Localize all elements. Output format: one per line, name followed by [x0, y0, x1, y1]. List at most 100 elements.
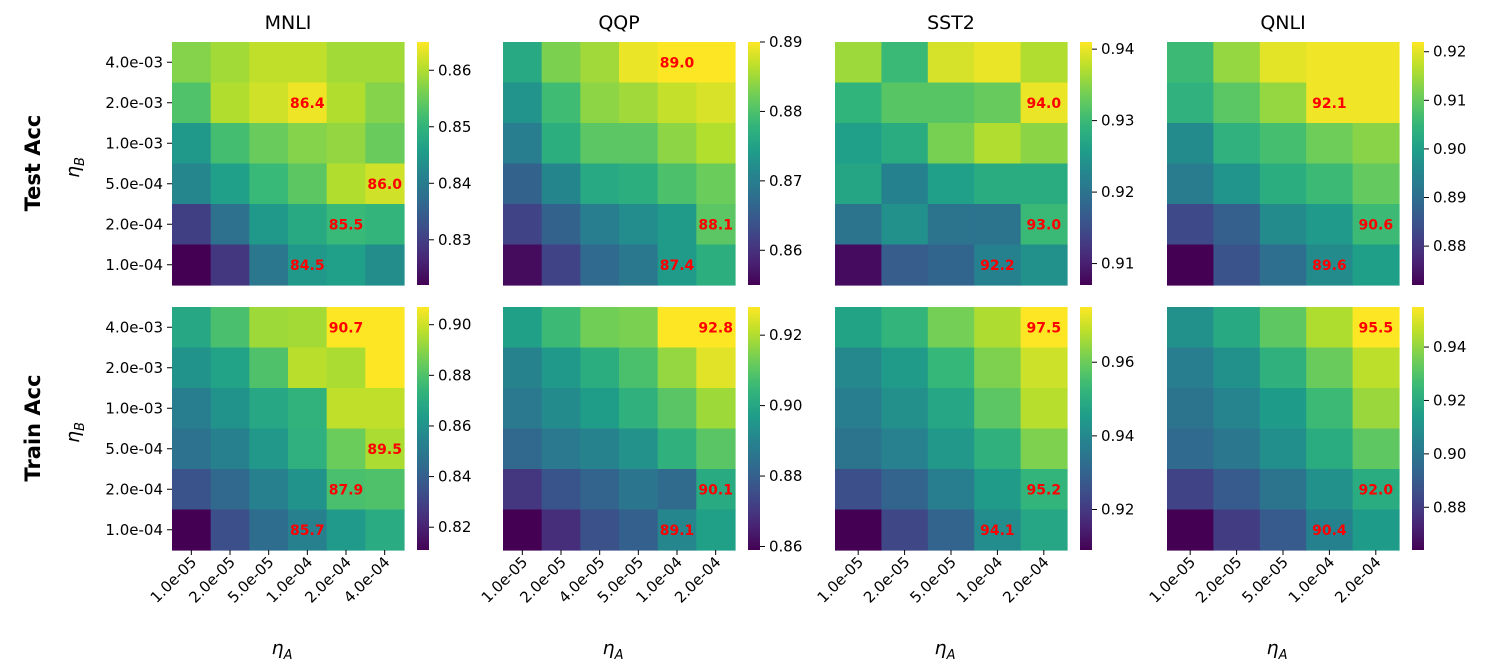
colorbar-tick-label: 0.86: [769, 537, 802, 555]
heatmap-cell: [657, 163, 697, 205]
cell-annotation: 90.6: [1359, 217, 1394, 233]
heatmap-cell: [288, 82, 328, 124]
heatmap-cell: [881, 244, 929, 286]
x-tick-label: 5.0e-05: [906, 553, 959, 606]
heatmap-panel: 92.890.189.11.0e-052.0e-054.0e-055.0e-05…: [478, 307, 802, 663]
heatmap-cell: [1020, 307, 1068, 349]
colorbar-tick-label: 0.92: [1433, 43, 1466, 61]
heatmap-cell: [835, 42, 882, 84]
heatmap-cell: [1259, 428, 1307, 470]
heatmap-cell: [974, 82, 1022, 124]
colorbar-tick-label: 0.86: [769, 241, 802, 259]
heatmap-cell: [249, 244, 289, 286]
colorbar-tick-label: 0.93: [1101, 112, 1134, 130]
y-tick-label: 5.0e-04: [105, 175, 163, 193]
heatmap-cell: [619, 428, 659, 470]
heatmap-cell: [172, 244, 212, 286]
heatmap-cell: [365, 307, 405, 349]
heatmap-cell: [1259, 347, 1307, 389]
heatmap-cell: [288, 388, 328, 430]
heatmap-cell: [927, 388, 975, 430]
heatmap-cell: [657, 42, 697, 84]
heatmap-cell: [580, 388, 620, 430]
colorbar: [417, 42, 429, 285]
heatmap-cell: [1306, 509, 1354, 551]
heatmap-cell: [1213, 204, 1261, 246]
heatmap-cell: [1167, 123, 1214, 165]
heatmap-cell: [172, 204, 212, 246]
x-tick-label: 1.0e-05: [1146, 553, 1199, 606]
heatmap-cell: [541, 163, 581, 205]
heatmap-cell: [503, 123, 543, 165]
heatmap-cell: [365, 244, 405, 286]
heatmap-cell: [503, 469, 543, 511]
heatmap-panel: 95.5 92.0 90.4 1.0e-052.0e-055.0e-051.0e-04…: [1146, 307, 1466, 663]
heatmap-cell: [696, 123, 736, 165]
heatmap-cell: [696, 469, 736, 511]
heatmap-cell: [249, 428, 289, 470]
heatmap-cell: [1352, 509, 1400, 551]
heatmap-cell: [1020, 123, 1068, 165]
heatmap-cell: [172, 307, 212, 349]
heatmap-cell: [927, 82, 975, 124]
heatmap-cell: [657, 204, 697, 246]
heatmap-cell: [365, 428, 405, 470]
colorbar-tick-label: 0.92: [769, 326, 802, 344]
cell-annotation: 89.5: [367, 442, 402, 458]
heatmap-cell: [619, 204, 659, 246]
y-tick-label: 5.0e-04: [105, 440, 163, 458]
cell-annotation: 92.2: [980, 258, 1015, 274]
heatmap-panel: 89.0 88.1 87.4 QQP 0.89 0.88 0.87 0.86: [503, 12, 802, 286]
cell-annotation: 95.2: [1027, 482, 1062, 498]
cell-annotation: 86.4: [290, 96, 325, 112]
heatmap-cell: [326, 244, 366, 286]
x-tick-label: 5.0e-05: [1238, 553, 1291, 606]
heatmap-cell: [365, 82, 405, 124]
x-tick-label: 2.0e-05: [1192, 553, 1245, 606]
heatmap-cell: [326, 163, 366, 205]
heatmap-cell: [619, 509, 659, 551]
heatmap-cell: [1352, 42, 1400, 84]
heatmap-cell: [619, 244, 659, 286]
heatmap-cell: [1167, 244, 1214, 286]
heatmap-cell: [1213, 163, 1261, 205]
heatmap-cell: [580, 428, 620, 470]
x-tick-label: 2.0e-04: [1331, 553, 1384, 606]
heatmap-cell: [326, 204, 366, 246]
heatmap-panel: 90.7 89.5 87.9 85.7 4.0e-03 2.0e-03 1.0e-03 5.0…: [62, 307, 471, 663]
heatmap-cell: [541, 307, 581, 349]
heatmap-cell: [210, 244, 250, 286]
x-tick-label: 2.0e-04: [999, 553, 1052, 606]
x-tick-label: 1.0e-05: [814, 553, 867, 606]
heatmap-cell: [503, 204, 543, 246]
heatmap-cell: [580, 347, 620, 389]
heatmap-panel: 94.0 93.0 92.2 SST2 0.94 0.93 0.92 0.91: [835, 12, 1134, 286]
heatmap-cell: [1213, 388, 1261, 430]
heatmap-cell: [288, 123, 328, 165]
heatmap-cell: [210, 307, 250, 349]
heatmap-cell: [580, 307, 620, 349]
colorbar-tick-label: 0.90: [438, 316, 471, 334]
heatmap-cell: [657, 123, 697, 165]
heatmap-cell: [541, 388, 581, 430]
heatmap-cell: [326, 82, 366, 124]
heatmap-cell: [1259, 204, 1307, 246]
heatmap-cell: [541, 123, 581, 165]
heatmap-cell: [210, 204, 250, 246]
heatmap-cell: [288, 307, 328, 349]
heatmap-cell: [1020, 82, 1068, 124]
heatmap-cell: [657, 469, 697, 511]
colorbar: [748, 42, 760, 285]
heatmap-cell: [835, 204, 882, 246]
colorbar: [1080, 42, 1092, 285]
colorbar-tick-label: 0.92: [1101, 501, 1134, 519]
heatmap-cell: [210, 163, 250, 205]
heatmap-cell: [619, 42, 659, 84]
heatmap-cell: [1213, 469, 1261, 511]
heatmap-cell: [881, 204, 929, 246]
heatmap-cell: [696, 163, 736, 205]
heatmap-cell: [1259, 509, 1307, 551]
heatmap-cell: [696, 307, 736, 349]
heatmap-cell: [503, 428, 543, 470]
heatmap-cell: [326, 428, 366, 470]
